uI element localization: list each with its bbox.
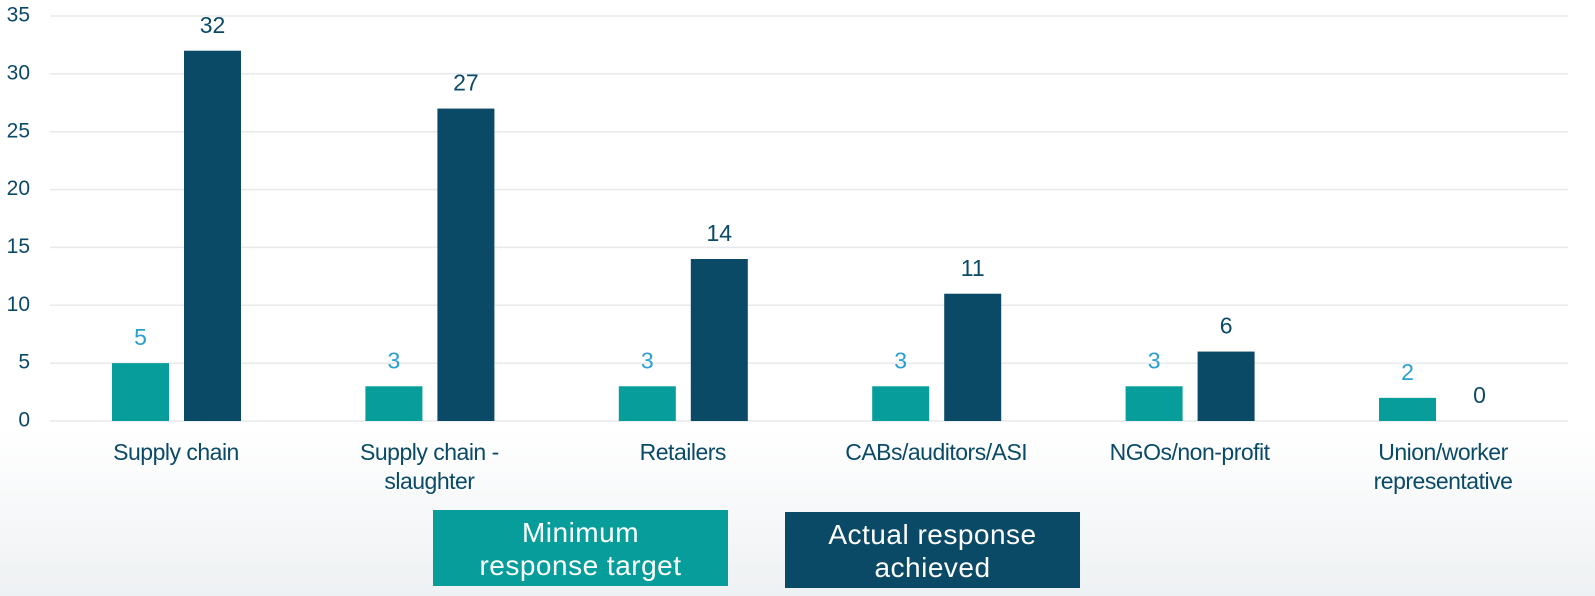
value-label: 32 (200, 12, 226, 38)
bar (437, 108, 495, 422)
y-tick-label: 35 (7, 4, 30, 27)
value-label: 0 (1473, 382, 1486, 408)
x-tick-label: Supply chain (113, 439, 239, 465)
value-label: 14 (707, 220, 733, 246)
value-label: 6 (1220, 313, 1233, 339)
x-tick-label: CABs/auditors/ASI (845, 439, 1028, 465)
bar (1125, 386, 1183, 421)
x-tick-label: Union/worker representative (1373, 439, 1513, 494)
y-tick-label: 30 (7, 61, 30, 84)
bar (872, 386, 930, 421)
bar (184, 50, 241, 421)
x-tick-label: Retailers (639, 439, 727, 465)
bar (690, 259, 748, 421)
y-tick-label: 5 (18, 351, 30, 374)
bar (1379, 397, 1436, 421)
bar (1197, 351, 1255, 421)
y-tick-label: 0 (18, 409, 30, 432)
y-tick-label: 25 (7, 119, 30, 142)
y-tick-label: 10 (7, 293, 30, 316)
x-tick-label: Supply chain - slaughter (360, 439, 499, 494)
bar (112, 363, 169, 421)
value-label: 3 (641, 347, 654, 373)
x-tick-label: NGOs/non-profit (1109, 439, 1270, 465)
value-label: 3 (388, 347, 401, 373)
bar (944, 293, 1002, 421)
y-tick-label: 20 (7, 177, 30, 200)
value-label: 2 (1401, 359, 1414, 385)
bar (618, 386, 676, 421)
value-label: 27 (453, 70, 479, 96)
value-label: 3 (1148, 347, 1161, 373)
value-label: 3 (894, 347, 907, 373)
value-label: 11 (961, 255, 985, 281)
value-label: 5 (134, 324, 147, 350)
y-tick-label: 15 (7, 235, 30, 258)
legend-entry: Actual response achieved (785, 512, 1080, 588)
legend-entry: Minimum response target (433, 510, 728, 586)
bar (365, 386, 423, 421)
